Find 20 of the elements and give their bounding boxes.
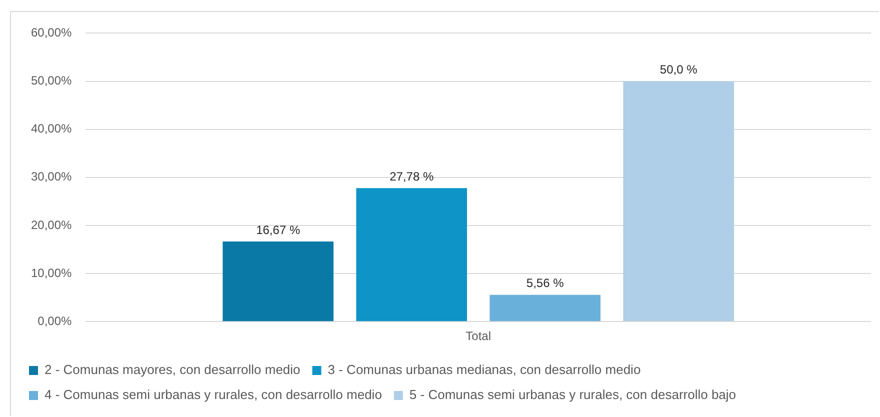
y-tick-label: 0,00% [38,314,72,328]
y-tick-label: 10,00% [30,266,72,280]
y-tick-label: 60,00% [30,26,72,40]
data-label: 27,78 % [390,169,434,184]
legend-label: 2 - Comunas mayores, con desarrollo medio [44,362,300,378]
bar [623,81,734,322]
y-tick-label: 20,00% [30,218,72,232]
y-tick-label: 50,00% [30,74,72,88]
y-tick-label: 40,00% [30,122,72,136]
data-label: 50,0 % [660,62,698,77]
bar [222,241,334,322]
bar [356,188,467,322]
legend-label: 5 - Comunas semi urbanas y rurales, con desarrollo bajo [409,387,736,402]
y-tick-label: 30,00% [30,170,72,184]
legend-label: 4 - Comunas semi urbanas y rurales, con desarrollo medio [44,387,382,402]
data-label: 16,67 % [256,222,300,237]
legend-label: 3 - Comunas urbanas medianas, con desarrollo medio [328,362,641,378]
bar [490,294,601,322]
data-label: 5,56 % [526,276,564,290]
x-tick-label: Total [466,329,492,344]
